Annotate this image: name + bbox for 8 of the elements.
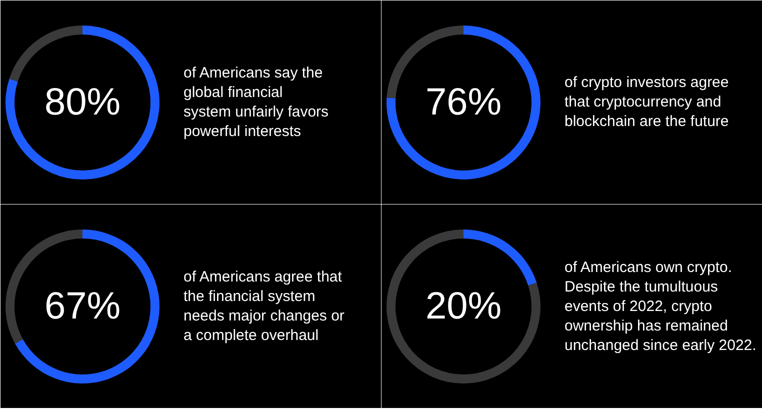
data-label: 76%	[425, 82, 502, 124]
data-label: 20%	[425, 286, 502, 328]
data-label: 80%	[44, 82, 121, 124]
text: of Americans say the global financial system unfairly favors powerful interests	[184, 64, 329, 140]
data-label: 67%	[44, 286, 121, 328]
text: of Americans agree that the financial system needs major changes or a complete overhaul	[184, 268, 344, 344]
text: of Americans own crypto. Despite the tumultuous events of 2022, crypto ownership has remained unchanged since early 2022.	[564, 259, 756, 354]
text: of crypto investors agree that cryptocurrency and blockchain are the future	[564, 74, 729, 130]
